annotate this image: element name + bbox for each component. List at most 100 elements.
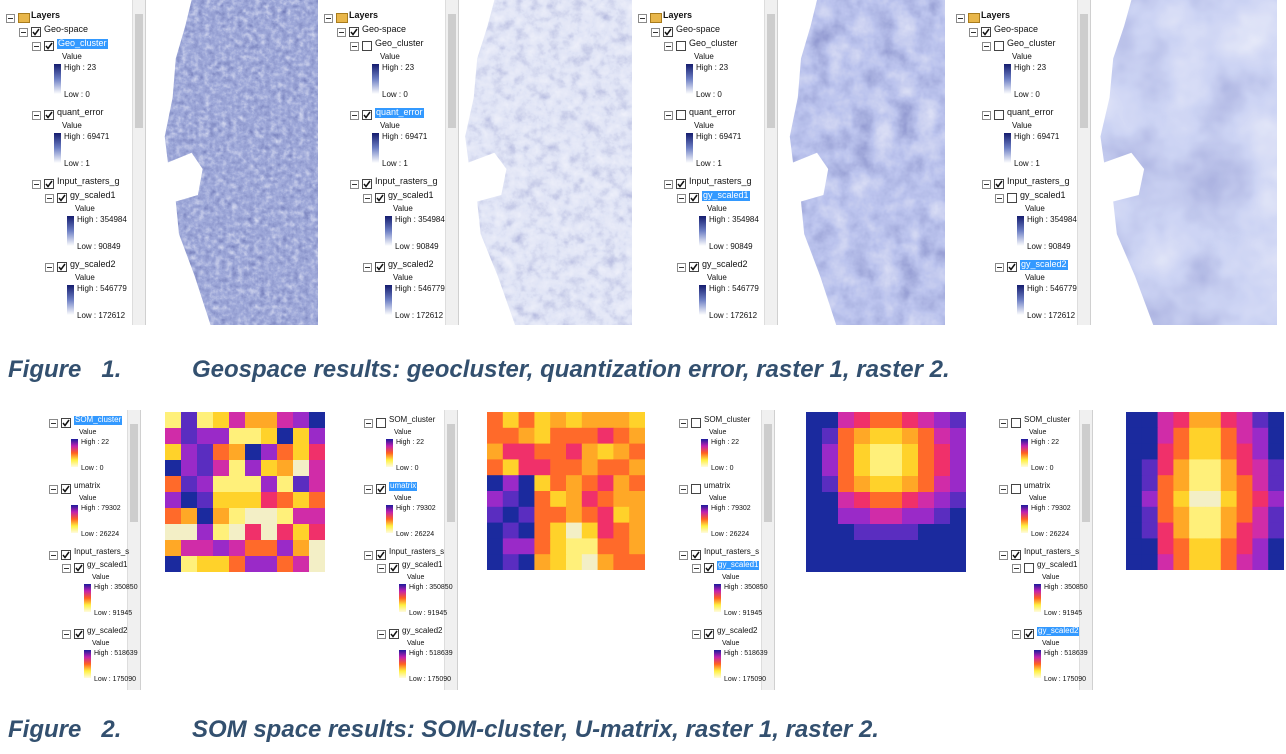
checkbox [44,41,54,51]
som-cell [165,492,182,509]
som-cell [566,427,583,445]
check-path [377,485,385,493]
caption-label: Figure 1. [8,356,122,383]
som-cell [197,476,214,493]
legend-title: Value [1029,429,1047,436]
som-cell [918,556,935,572]
som-cell [854,428,871,445]
som-cell [1205,491,1222,508]
som-cell [502,538,520,555]
som-cell [1157,459,1174,476]
som-cell [518,506,535,524]
check-mark [390,564,398,572]
checkbox [689,193,699,203]
som-cell [181,524,198,541]
layer-name: gy_scaled2 [1020,259,1068,270]
checkbox [704,629,714,639]
check-path [705,630,713,638]
layer-name: Geo_cluster [1007,38,1056,48]
legend-title: Value [79,429,97,436]
legend-ramp [386,505,393,533]
scrollbar [132,0,145,325]
legend-low: Low : 26224 [396,531,435,538]
som-cell [550,475,567,492]
som-cell [181,476,198,493]
som-cell [245,524,262,541]
expand-box [982,180,991,189]
som-cell [934,492,951,509]
scroll-thumb [767,14,775,128]
check-mark [692,551,700,559]
som-cell [1205,538,1222,555]
som-cell [918,476,935,493]
som-cell [502,459,520,476]
expand-box [364,551,373,560]
legend-title: Value [722,574,740,581]
som-cell [1189,554,1206,570]
som-cell [165,428,182,445]
legend-high: High : 518639 [724,650,768,657]
som-cell [229,508,246,525]
som-cell [1252,538,1269,555]
layers-panel: SOM_cluster Value High : 22 Low : 0 umatrix V… [980,410,1093,690]
check-path [32,28,40,36]
caption-text: Geospace results: geocluster, quantizati… [192,356,950,383]
som-cell [1220,459,1238,476]
som-cell [261,540,278,557]
som-cell [197,412,214,429]
legend-high: High : 518639 [409,650,453,657]
som-cell [1141,427,1159,445]
legend-low: Low : 0 [711,465,734,472]
som-cell [261,508,278,525]
layer-name: quant_error [375,107,424,118]
som-cell [902,524,919,541]
legend-ramp [1021,439,1028,467]
som-cell [1173,538,1190,555]
som-cell [277,428,294,445]
check-path [376,263,384,271]
som-cell [566,412,583,429]
som-cell [1189,443,1206,460]
som-cell [502,475,520,492]
check-mark [45,42,53,50]
som-cell [838,508,855,525]
som-cell [581,443,599,460]
legend-high: High : 79302 [1031,505,1071,512]
layers-panel: SOM_cluster Value High : 22 Low : 0 umatrix V… [345,410,458,690]
som-cell [1205,554,1222,570]
expand-box [363,263,372,272]
legend-high: High : 546779 [1027,284,1077,293]
legend-low: Low : 1 [64,159,90,168]
som-cell [1126,491,1143,508]
check-path [75,630,83,638]
som-cell [165,460,182,477]
legend-low: Low : 90849 [709,242,753,251]
legend-high: High : 23 [382,63,415,72]
legend-ramp [67,285,74,315]
layer-name: gy_scaled1 [70,190,116,200]
folder-icon [650,13,662,23]
layer-name: gy_scaled2 [1037,626,1080,636]
som-cell [613,522,630,539]
checkbox [61,418,71,428]
checkbox [57,193,67,203]
expand-box [32,180,41,189]
check-mark [75,564,83,572]
som-cell [181,444,198,461]
som-cell [950,556,966,572]
som-cell [518,475,535,492]
som-cell [838,460,855,477]
som-cell [1252,522,1269,539]
som-cell [293,508,310,525]
som-cell [1141,506,1159,524]
checkbox [663,27,673,37]
som-cell [1189,475,1206,492]
som-cell [261,492,278,509]
expand-box [19,28,28,37]
checkbox [389,629,399,639]
som-cell [1236,427,1253,445]
checkbox [61,550,71,560]
legend-high: High : 350850 [724,584,768,591]
som-cell [566,459,583,476]
legend-ramp [699,285,706,315]
